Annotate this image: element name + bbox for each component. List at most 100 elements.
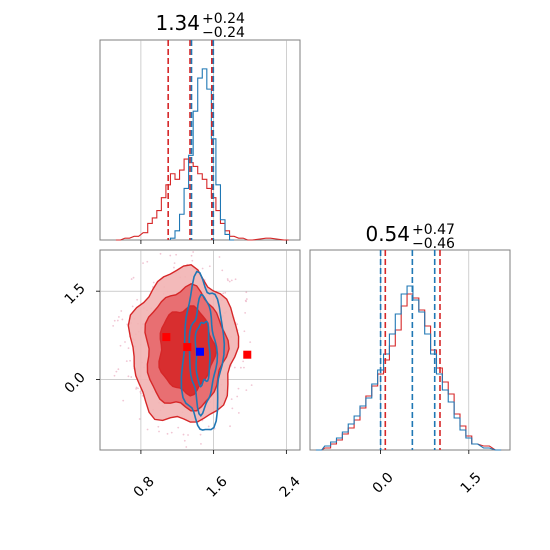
panel2-scatter-point xyxy=(146,260,149,263)
panel2-scatter-point xyxy=(113,319,116,322)
panel3-hist-series-1 xyxy=(315,285,502,451)
panel2-scatter-point xyxy=(129,359,131,362)
panel2-scatter-point xyxy=(130,376,133,378)
panel2-scatter-point xyxy=(139,392,142,395)
panel2-scatter-point xyxy=(185,446,188,448)
panel2-scatter-point xyxy=(146,428,149,431)
panel2-scatter-point xyxy=(138,418,141,420)
panel2-scatter-point xyxy=(236,323,239,326)
panel2-scatter-point xyxy=(135,387,138,390)
panel2-markers xyxy=(162,333,252,359)
panel-param2-marginal: 0.54 +0.47 −0.46 0.0 1.5 xyxy=(309,222,511,497)
panel2-scatter-point xyxy=(222,292,225,295)
panel2-scatter-point xyxy=(115,370,118,373)
panel2-scatter-point xyxy=(157,425,160,428)
panel2-scatter-point xyxy=(250,384,253,387)
panel2-blue-contour-1 xyxy=(188,293,219,417)
panel2-scatter-point xyxy=(201,267,204,270)
panel2-scatter-point xyxy=(113,374,116,377)
panel2-scatter-point xyxy=(224,291,227,294)
panel2-scatter-point xyxy=(116,319,119,322)
panel3-title-value: 0.54 xyxy=(365,222,410,246)
panel3-histograms xyxy=(315,285,502,451)
panel2-scatter-point xyxy=(142,262,144,265)
panel2-scatter-point xyxy=(190,254,193,257)
panel2-scatter-point xyxy=(119,344,122,347)
panel1-quantile-lines xyxy=(167,40,215,240)
panel2-scatter-point xyxy=(233,366,236,369)
panel2-scatter-point xyxy=(236,395,239,398)
panel2-marker-0 xyxy=(162,333,171,342)
panel2-scatter-point xyxy=(132,276,135,279)
panel2-scatter-point xyxy=(139,391,142,393)
panel1-frame xyxy=(99,39,301,241)
panel1-title-plus: +0.24 xyxy=(202,11,245,27)
panel2-scatter-point xyxy=(166,432,169,435)
panel2-scatter-point xyxy=(243,330,246,333)
panel2-xtick-2: 2.4 xyxy=(277,474,304,501)
panel2-scatter-point xyxy=(243,366,245,369)
panel2-scatter-point xyxy=(242,360,245,363)
panel2-grid xyxy=(96,250,300,454)
panel2-scatter-point xyxy=(245,389,248,392)
panel2-marker-3 xyxy=(243,350,252,359)
panel2-scatter-point xyxy=(120,310,123,312)
panel2-scatter-point xyxy=(127,347,130,350)
panel2-scatter-point xyxy=(187,434,189,436)
panel2-scatter-point xyxy=(245,300,248,303)
panel-joint: 0.8 1.6 2.4 1.5 0.0 xyxy=(62,249,304,501)
panel2-scatter-point xyxy=(125,360,128,363)
panel2-scatter-point xyxy=(199,433,202,436)
panel2-scatter-point xyxy=(137,387,139,390)
panel2-scatter-point xyxy=(230,279,233,282)
panel2-scatter-point xyxy=(244,311,247,314)
panel2-scatter-point xyxy=(117,368,120,371)
panel1-title-minus: −0.24 xyxy=(202,25,245,41)
panel2-scatter-point xyxy=(207,425,210,428)
panel2-scatter-point xyxy=(158,430,160,433)
panel2-scatter-point xyxy=(122,399,125,402)
panel2-marker-2 xyxy=(196,347,204,356)
panel3-xtick-1: 1.5 xyxy=(458,470,485,497)
panel2-scatter-point xyxy=(173,266,175,269)
panel2-scatter-point xyxy=(159,252,162,255)
panel2-scatter-point xyxy=(228,280,231,283)
panel2-scatter-point xyxy=(227,279,229,282)
panel2-scatter-point xyxy=(175,253,178,256)
panel2-marker-1 xyxy=(183,343,192,352)
panel2-scatter-point xyxy=(112,324,115,327)
panel2-scatter-point xyxy=(177,426,180,429)
panel2-scatter-point xyxy=(152,281,155,284)
panel1-hist-series-1 xyxy=(169,68,235,241)
panel2-scatter-point xyxy=(136,298,139,301)
panel2-scatter-point xyxy=(182,433,185,436)
panel2-xtick-1: 1.6 xyxy=(204,474,231,501)
panel2-scatter-point xyxy=(191,259,194,262)
panel2-scatter-point xyxy=(192,251,195,253)
panel2-scatter-point xyxy=(221,269,224,272)
panel2-scatter-point xyxy=(135,386,138,389)
panel-param1-marginal: 1.34 +0.24 −0.24 xyxy=(99,11,301,244)
panel2-scatter-point xyxy=(231,407,234,410)
panel2-xtick-0: 0.8 xyxy=(131,474,158,501)
panel2-scatter-point xyxy=(173,262,176,264)
panel2-ytick-0: 1.5 xyxy=(62,281,89,308)
panel2-scatter-point xyxy=(218,256,221,258)
panel2-scatter-point xyxy=(200,442,202,445)
panel2-scatter-point xyxy=(127,375,130,378)
panel2-scatter-point xyxy=(117,316,120,318)
panel2-scatter-point xyxy=(237,412,240,414)
panel2-scatter-point xyxy=(183,439,186,442)
panel3-title-minus: −0.46 xyxy=(412,236,455,252)
panel2-blue-contour-0 xyxy=(180,270,226,431)
panel2-scatter-point xyxy=(208,265,211,268)
panel2-scatter-point xyxy=(234,278,237,281)
panel2-scatter-point xyxy=(170,431,173,434)
panel2-scatter-point xyxy=(239,366,242,369)
panel1-title-value: 1.34 xyxy=(155,11,200,35)
panel2-scatter-point xyxy=(230,398,233,401)
panel2-scatter-point xyxy=(245,291,248,294)
panel3-quantile-lines xyxy=(379,250,441,450)
panel2-scatter-point xyxy=(245,298,248,300)
